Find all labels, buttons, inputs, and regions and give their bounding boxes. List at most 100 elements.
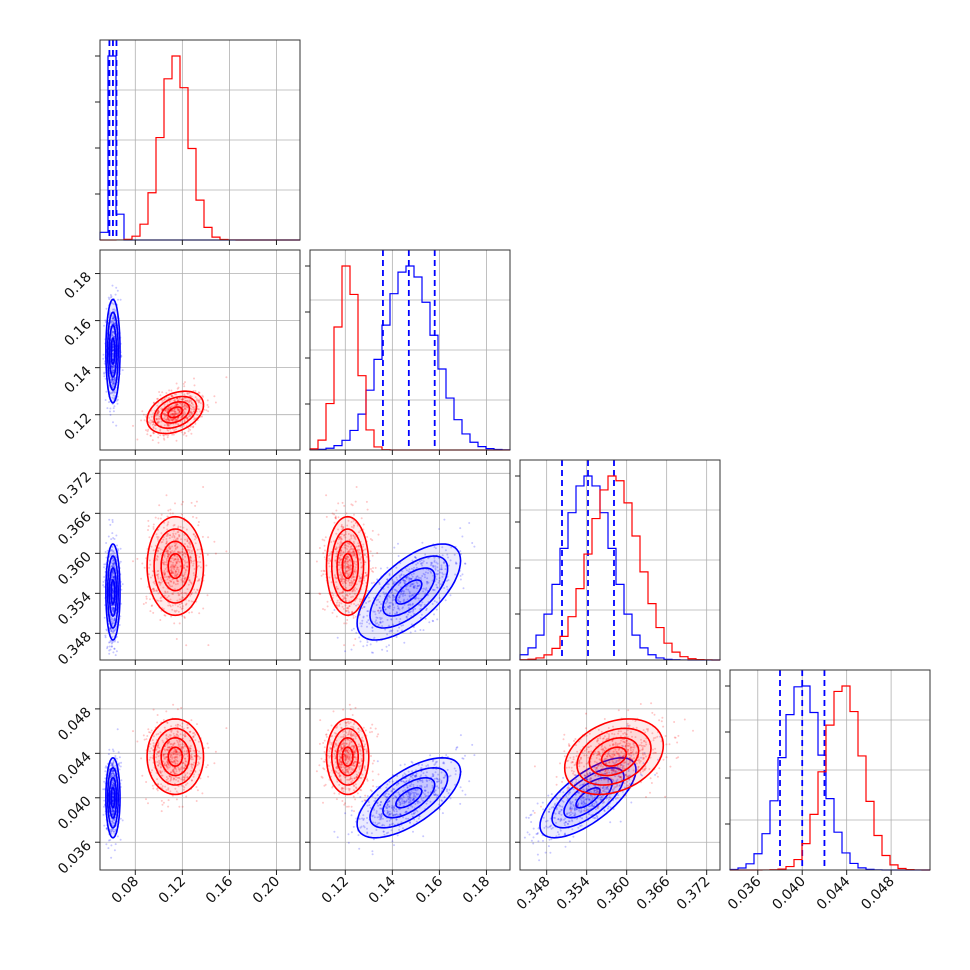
sample-point <box>109 294 112 296</box>
sample-point <box>107 535 110 538</box>
sample-point <box>188 611 191 614</box>
sample-point <box>113 377 116 380</box>
sample-point <box>192 410 195 413</box>
sample-point <box>214 401 217 404</box>
sample-point <box>111 377 114 380</box>
sample-point <box>121 369 124 372</box>
sample-point <box>178 411 181 414</box>
sample-point <box>166 416 169 419</box>
sample-point <box>152 420 155 423</box>
sample-point <box>177 386 180 389</box>
sample-point <box>433 613 435 616</box>
sample-point <box>190 432 193 435</box>
sample-point <box>176 397 179 400</box>
sample-point <box>196 789 199 792</box>
sample-point <box>158 410 161 413</box>
sample-point <box>194 390 197 392</box>
sample-point <box>187 430 190 433</box>
sample-point <box>183 431 186 434</box>
sample-point <box>199 410 202 413</box>
sample-point <box>154 417 157 420</box>
sample-point <box>201 535 204 538</box>
sample-point <box>109 523 112 526</box>
sample-point <box>352 644 355 647</box>
sample-point <box>111 345 114 348</box>
sample-point <box>185 408 187 411</box>
sample-point <box>162 399 165 402</box>
sample-point <box>443 518 446 521</box>
sample-point <box>169 407 172 409</box>
sample-point <box>198 612 201 615</box>
sample-point <box>164 614 167 617</box>
sample-point <box>167 397 170 400</box>
sample-point <box>180 402 183 405</box>
sample-point <box>110 333 113 336</box>
sample-point <box>114 293 117 296</box>
sample-point <box>177 399 180 402</box>
sample-point <box>199 402 202 405</box>
sample-point <box>111 330 114 333</box>
sample-point <box>176 407 179 410</box>
sample-point <box>111 391 114 394</box>
y-tick-label: 0.048 <box>55 704 95 744</box>
x-tick-label: 0.16 <box>203 873 236 906</box>
sample-point <box>103 780 106 783</box>
sample-point <box>183 616 186 619</box>
sample-point <box>180 425 183 428</box>
sample-point <box>118 756 121 759</box>
sample-point <box>184 404 187 407</box>
contour-level <box>153 395 198 429</box>
sample-point <box>113 405 116 408</box>
sample-point <box>196 408 199 411</box>
sample-point <box>146 735 149 737</box>
sample-point <box>114 843 117 846</box>
sample-point <box>346 619 349 621</box>
sample-point <box>168 423 171 426</box>
sample-point <box>181 402 184 405</box>
sample-point <box>167 429 170 432</box>
sample-point <box>151 439 154 442</box>
sample-point <box>110 364 113 367</box>
sample-point <box>174 402 177 405</box>
sample-point <box>114 391 117 394</box>
sample-point <box>190 395 193 398</box>
histogram-series-1 <box>519 475 721 661</box>
panel-frame <box>99 249 301 451</box>
sample-point <box>190 402 193 405</box>
sample-point <box>157 420 160 423</box>
sample-point <box>174 418 177 420</box>
sample-point <box>171 419 174 422</box>
sample-point <box>171 512 174 515</box>
sample-point <box>109 410 111 413</box>
sample-point <box>343 504 346 507</box>
sample-point <box>154 424 156 427</box>
sample-point <box>196 413 199 416</box>
sample-point <box>449 594 452 597</box>
sample-point <box>109 413 112 416</box>
sample-point <box>189 415 192 418</box>
sample-point <box>187 415 190 418</box>
sample-point <box>185 434 188 437</box>
sample-point <box>147 428 150 431</box>
sample-point <box>110 538 113 541</box>
sample-point <box>104 399 107 401</box>
sample-point <box>149 610 152 613</box>
sample-point <box>206 594 209 597</box>
sample-point <box>103 805 105 808</box>
contour-level <box>110 787 116 809</box>
sample-point <box>110 856 113 859</box>
sample-point <box>473 545 476 548</box>
sample-point <box>182 414 185 417</box>
sample-point <box>154 427 157 430</box>
sample-point <box>323 608 326 611</box>
sample-point <box>107 296 110 299</box>
sample-point <box>113 379 116 382</box>
sample-point <box>152 432 155 435</box>
sample-point <box>111 349 114 352</box>
sample-point <box>113 308 116 311</box>
sample-point <box>164 409 167 412</box>
sample-point <box>168 406 171 409</box>
sample-point <box>154 424 157 427</box>
sample-point <box>185 795 188 798</box>
sample-point <box>190 611 193 614</box>
